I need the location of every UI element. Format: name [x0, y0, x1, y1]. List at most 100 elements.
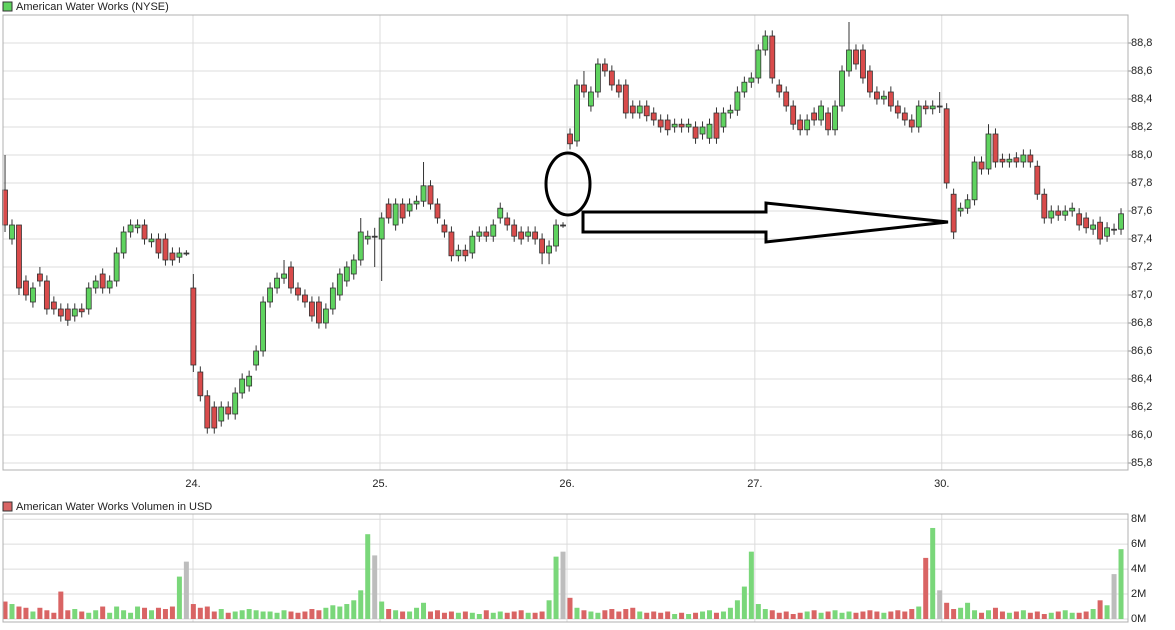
- volume-bar: [379, 601, 385, 619]
- candle-body: [1027, 154, 1034, 163]
- candle-body: [783, 91, 790, 107]
- candle-body: [329, 287, 336, 310]
- y-tick-label: 87,6: [1131, 205, 1152, 217]
- volume-bar: [218, 609, 224, 619]
- volume-bar: [469, 612, 475, 619]
- candle-body: [1118, 213, 1124, 230]
- volume-bar: [427, 611, 433, 619]
- candle-body: [176, 252, 183, 258]
- candle-body: [511, 224, 518, 237]
- candle-body: [860, 49, 866, 79]
- candle-body: [183, 252, 190, 255]
- volume-bar: [86, 612, 92, 619]
- volume-bar: [839, 612, 845, 619]
- candle-body: [894, 105, 901, 114]
- volume-bar: [713, 612, 719, 619]
- volume-bar: [937, 590, 943, 619]
- candle-body: [43, 280, 50, 310]
- candle-body: [706, 123, 713, 139]
- candle-body: [322, 308, 329, 324]
- volume-bar: [351, 600, 357, 619]
- candle-body: [225, 406, 232, 415]
- candle-body: [671, 123, 678, 128]
- volume-bar: [532, 612, 538, 619]
- candle-body: [357, 231, 364, 261]
- volume-bar: [574, 607, 580, 619]
- y-tick-label: 88,0: [1131, 149, 1152, 161]
- candle-body: [497, 207, 504, 219]
- y-tick-label: 88,8: [1131, 37, 1152, 49]
- volume-bar: [246, 609, 252, 619]
- candle-body: [371, 235, 378, 238]
- volume-bar: [302, 611, 308, 619]
- y-tick-label: 88,2: [1131, 121, 1152, 133]
- candle-body: [846, 49, 852, 72]
- candle-body: [239, 378, 246, 394]
- candle-body: [71, 308, 78, 317]
- volume-bar: [107, 612, 113, 619]
- candle-body: [441, 224, 448, 233]
- candle-body: [85, 287, 92, 310]
- volume-bar: [142, 607, 148, 619]
- candle-body: [636, 105, 643, 114]
- volume-bar: [511, 611, 517, 619]
- volume-bar: [846, 611, 852, 619]
- candle-body: [413, 200, 420, 205]
- y-tick-label: 2M: [1131, 588, 1146, 600]
- volume-bar: [720, 611, 726, 619]
- candle-body: [539, 238, 545, 254]
- volume-bar: [539, 611, 545, 619]
- y-tick-label: 87,8: [1131, 177, 1152, 189]
- candle-body: [434, 203, 441, 219]
- volume-bar: [748, 551, 754, 619]
- volume-bar: [462, 611, 468, 619]
- candle-body: [887, 91, 894, 107]
- volume-bar: [407, 611, 413, 619]
- candle-body: [99, 273, 106, 289]
- volume-bar: [309, 609, 315, 619]
- x-tick-label: 24.: [185, 478, 200, 490]
- volume-bar: [762, 609, 768, 619]
- candle-body: [755, 49, 762, 79]
- candle-body: [1083, 217, 1090, 229]
- volume-bar: [832, 610, 838, 619]
- candle-body: [748, 77, 755, 83]
- candle-body: [1069, 207, 1076, 212]
- volume-bar: [790, 614, 796, 619]
- candle-body: [692, 126, 699, 139]
- candle-body: [615, 84, 622, 93]
- candle-body: [901, 112, 908, 121]
- volume-bar: [183, 561, 189, 619]
- candle-body: [64, 308, 71, 321]
- candle-body: [141, 224, 148, 240]
- candle-body: [678, 123, 685, 128]
- volume-bar: [121, 610, 127, 619]
- candle-body: [315, 301, 322, 324]
- x-tick-label: 27.: [747, 478, 762, 490]
- candle-body: [1048, 210, 1055, 219]
- candle-body: [804, 119, 811, 131]
- candle-body: [769, 35, 776, 79]
- candle-body: [971, 161, 978, 201]
- candle-body: [574, 84, 580, 142]
- volume-bar: [916, 606, 922, 619]
- candle-body: [336, 273, 343, 296]
- candle-body: [601, 63, 608, 72]
- volume-bar: [644, 612, 650, 619]
- candle-body: [1076, 213, 1083, 226]
- volume-bar: [337, 606, 343, 619]
- volume-bar: [281, 610, 287, 619]
- candle-body: [553, 224, 559, 247]
- volume-bar: [393, 610, 399, 619]
- volume-bar: [985, 610, 991, 619]
- y-tick-label: 87,2: [1131, 261, 1152, 273]
- volume-bar: [93, 610, 99, 619]
- candle-body: [790, 105, 797, 125]
- candle-body: [1104, 227, 1110, 237]
- volume-bar: [686, 614, 692, 619]
- volume-bar: [867, 610, 873, 619]
- volume-bar: [23, 607, 29, 619]
- annotation-arrow: [581, 201, 949, 244]
- volume-bar: [1083, 611, 1089, 619]
- candle-body: [385, 203, 392, 219]
